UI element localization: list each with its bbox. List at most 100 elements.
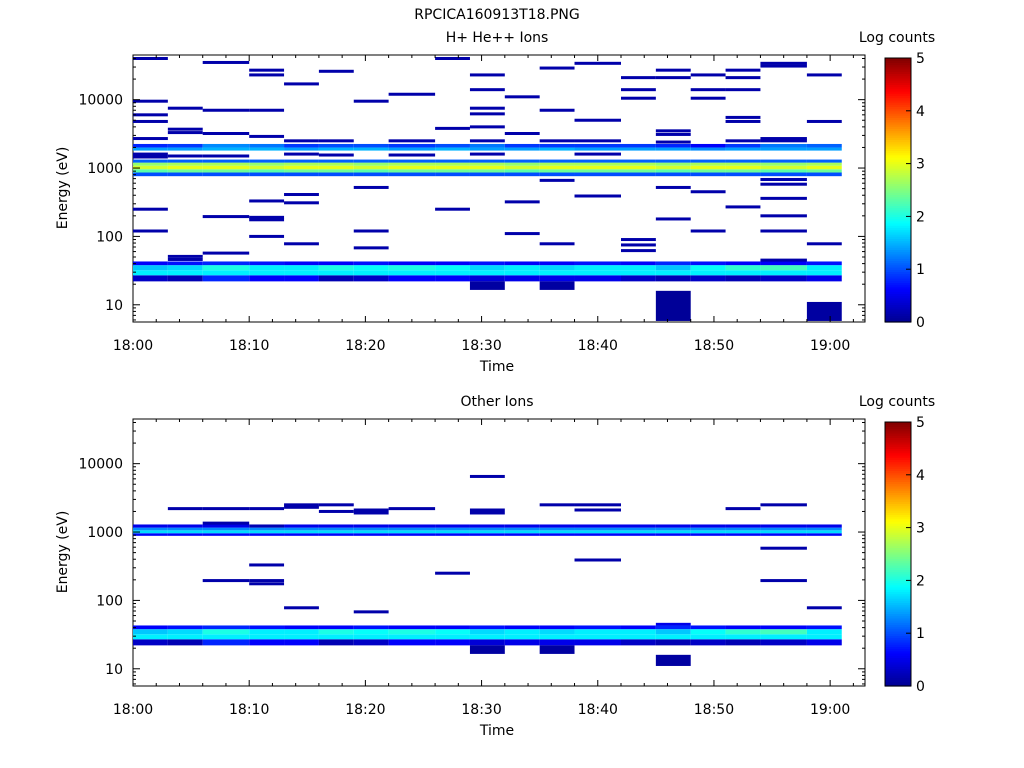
- colorbar-step: [885, 201, 911, 204]
- heatmap-cell: [284, 629, 319, 635]
- heatmap-cell: [725, 629, 761, 635]
- heatmap-cell: [504, 524, 540, 528]
- colorbar-step: [885, 538, 911, 542]
- heatmap-cell: [249, 530, 285, 534]
- colorbar-step: [885, 295, 911, 299]
- heatmap-segment: [284, 606, 319, 610]
- colorbar-step: [885, 422, 911, 425]
- heatmap-cell: [806, 147, 842, 151]
- heatmap-segment: [621, 96, 656, 100]
- colorbar-step: [885, 218, 911, 222]
- colorbar-step: [885, 477, 911, 480]
- heatmap-segment: [539, 242, 575, 246]
- heatmap-cell: [167, 530, 203, 534]
- figure-title: RPCICA160913T18.PNG: [414, 7, 579, 23]
- colorbar-step: [885, 466, 911, 469]
- heatmap-cell: [504, 270, 540, 276]
- heatmap-segment: [760, 64, 807, 68]
- heatmap-cell: [167, 159, 203, 163]
- heatmap-cell: [388, 159, 436, 163]
- heatmap-cell: [133, 159, 168, 163]
- heatmap-cell: [539, 172, 575, 177]
- heatmap-segment: [574, 61, 621, 65]
- heatmap-cell: [539, 261, 575, 266]
- colorbar-step: [885, 562, 911, 566]
- heatmap-cell: [806, 275, 842, 282]
- heatmap-segment: [725, 205, 761, 209]
- heatmap-segment: [249, 68, 285, 72]
- heatmap-segment: [318, 139, 354, 143]
- heatmap-segment: [469, 139, 505, 143]
- colorbar-step: [885, 242, 911, 246]
- colorbar-step: [885, 143, 911, 147]
- heatmap-segment: [690, 190, 726, 194]
- colorbar-step: [885, 637, 911, 641]
- heatmap-cell: [690, 527, 726, 531]
- heatmap-cell: [435, 165, 470, 170]
- heatmap-cell: [574, 270, 621, 276]
- heatmap-cell: [655, 275, 691, 282]
- heatmap-cell: [284, 275, 319, 282]
- heatmap-cell: [167, 265, 203, 271]
- colorbar-step: [885, 203, 911, 206]
- heatmap-cell: [655, 169, 691, 173]
- heatmap-cell: [655, 172, 691, 177]
- heatmap-segment: [353, 508, 389, 512]
- heatmap-segment: [133, 119, 168, 123]
- heatmap-segment: [284, 503, 319, 507]
- heatmap-cell: [435, 147, 470, 151]
- colorbar-step: [885, 459, 911, 463]
- x-tick-label: 18:40: [578, 702, 618, 718]
- heatmap-cell: [621, 270, 656, 276]
- heatmap-cell: [435, 261, 470, 266]
- heatmap-cell: [504, 162, 540, 166]
- heatmap-segment: [469, 112, 505, 116]
- heatmap-cell: [167, 527, 203, 531]
- colorbar-step: [885, 319, 911, 323]
- other-ions-colorbar: 0 1 2 3 4 5: [884, 415, 925, 695]
- heatmap-segment: [284, 193, 319, 197]
- heatmap-cell: [469, 169, 505, 173]
- heatmap-cell: [725, 275, 761, 282]
- heatmap-cell: [690, 147, 726, 151]
- heatmap-cell: [655, 143, 691, 148]
- heatmap-cell: [725, 169, 761, 173]
- heatmap-cell: [621, 165, 656, 170]
- colorbar-step: [885, 181, 911, 184]
- colorbar-step: [885, 441, 911, 445]
- heatmap-segment: [469, 73, 505, 77]
- colorbar-step: [885, 71, 911, 74]
- heatmap-cell: [167, 172, 203, 177]
- heatmap-cell: [655, 634, 691, 640]
- heatmap-segment: [655, 76, 691, 80]
- colorbar-step: [885, 148, 911, 151]
- heatmap-cell: [167, 165, 203, 170]
- heatmap-cell: [353, 265, 389, 271]
- colorbar-step: [885, 168, 911, 171]
- heatmap-cell: [806, 527, 842, 531]
- heatmap-cell: [690, 533, 726, 536]
- colorbar-step: [885, 117, 911, 121]
- heatmap-segment: [760, 137, 807, 141]
- heatmap-cell: [621, 265, 656, 271]
- heatmap-cell: [760, 261, 807, 266]
- colorbar-step: [885, 424, 911, 427]
- heatmap-cell: [202, 147, 250, 151]
- heatmap-block: [806, 301, 842, 321]
- colorbar-step: [885, 249, 911, 253]
- heatmap-cell: [760, 533, 807, 536]
- heatmap-cell: [318, 165, 354, 170]
- heatmap-cell: [760, 530, 807, 534]
- colorbar-tick-label: 5: [916, 51, 925, 67]
- heatmap-cell: [388, 162, 436, 166]
- heatmap-cell: [202, 270, 250, 276]
- colorbar-step: [885, 549, 911, 553]
- heatmap-cell: [574, 625, 621, 630]
- heatmap-cell: [469, 265, 505, 271]
- heatmap-cell: [760, 143, 807, 148]
- colorbar-step: [885, 670, 911, 674]
- heatmap-cell: [574, 159, 621, 163]
- heatmap-cell: [504, 165, 540, 170]
- heatmap-cell: [388, 143, 436, 148]
- heatmap-cell: [167, 634, 203, 640]
